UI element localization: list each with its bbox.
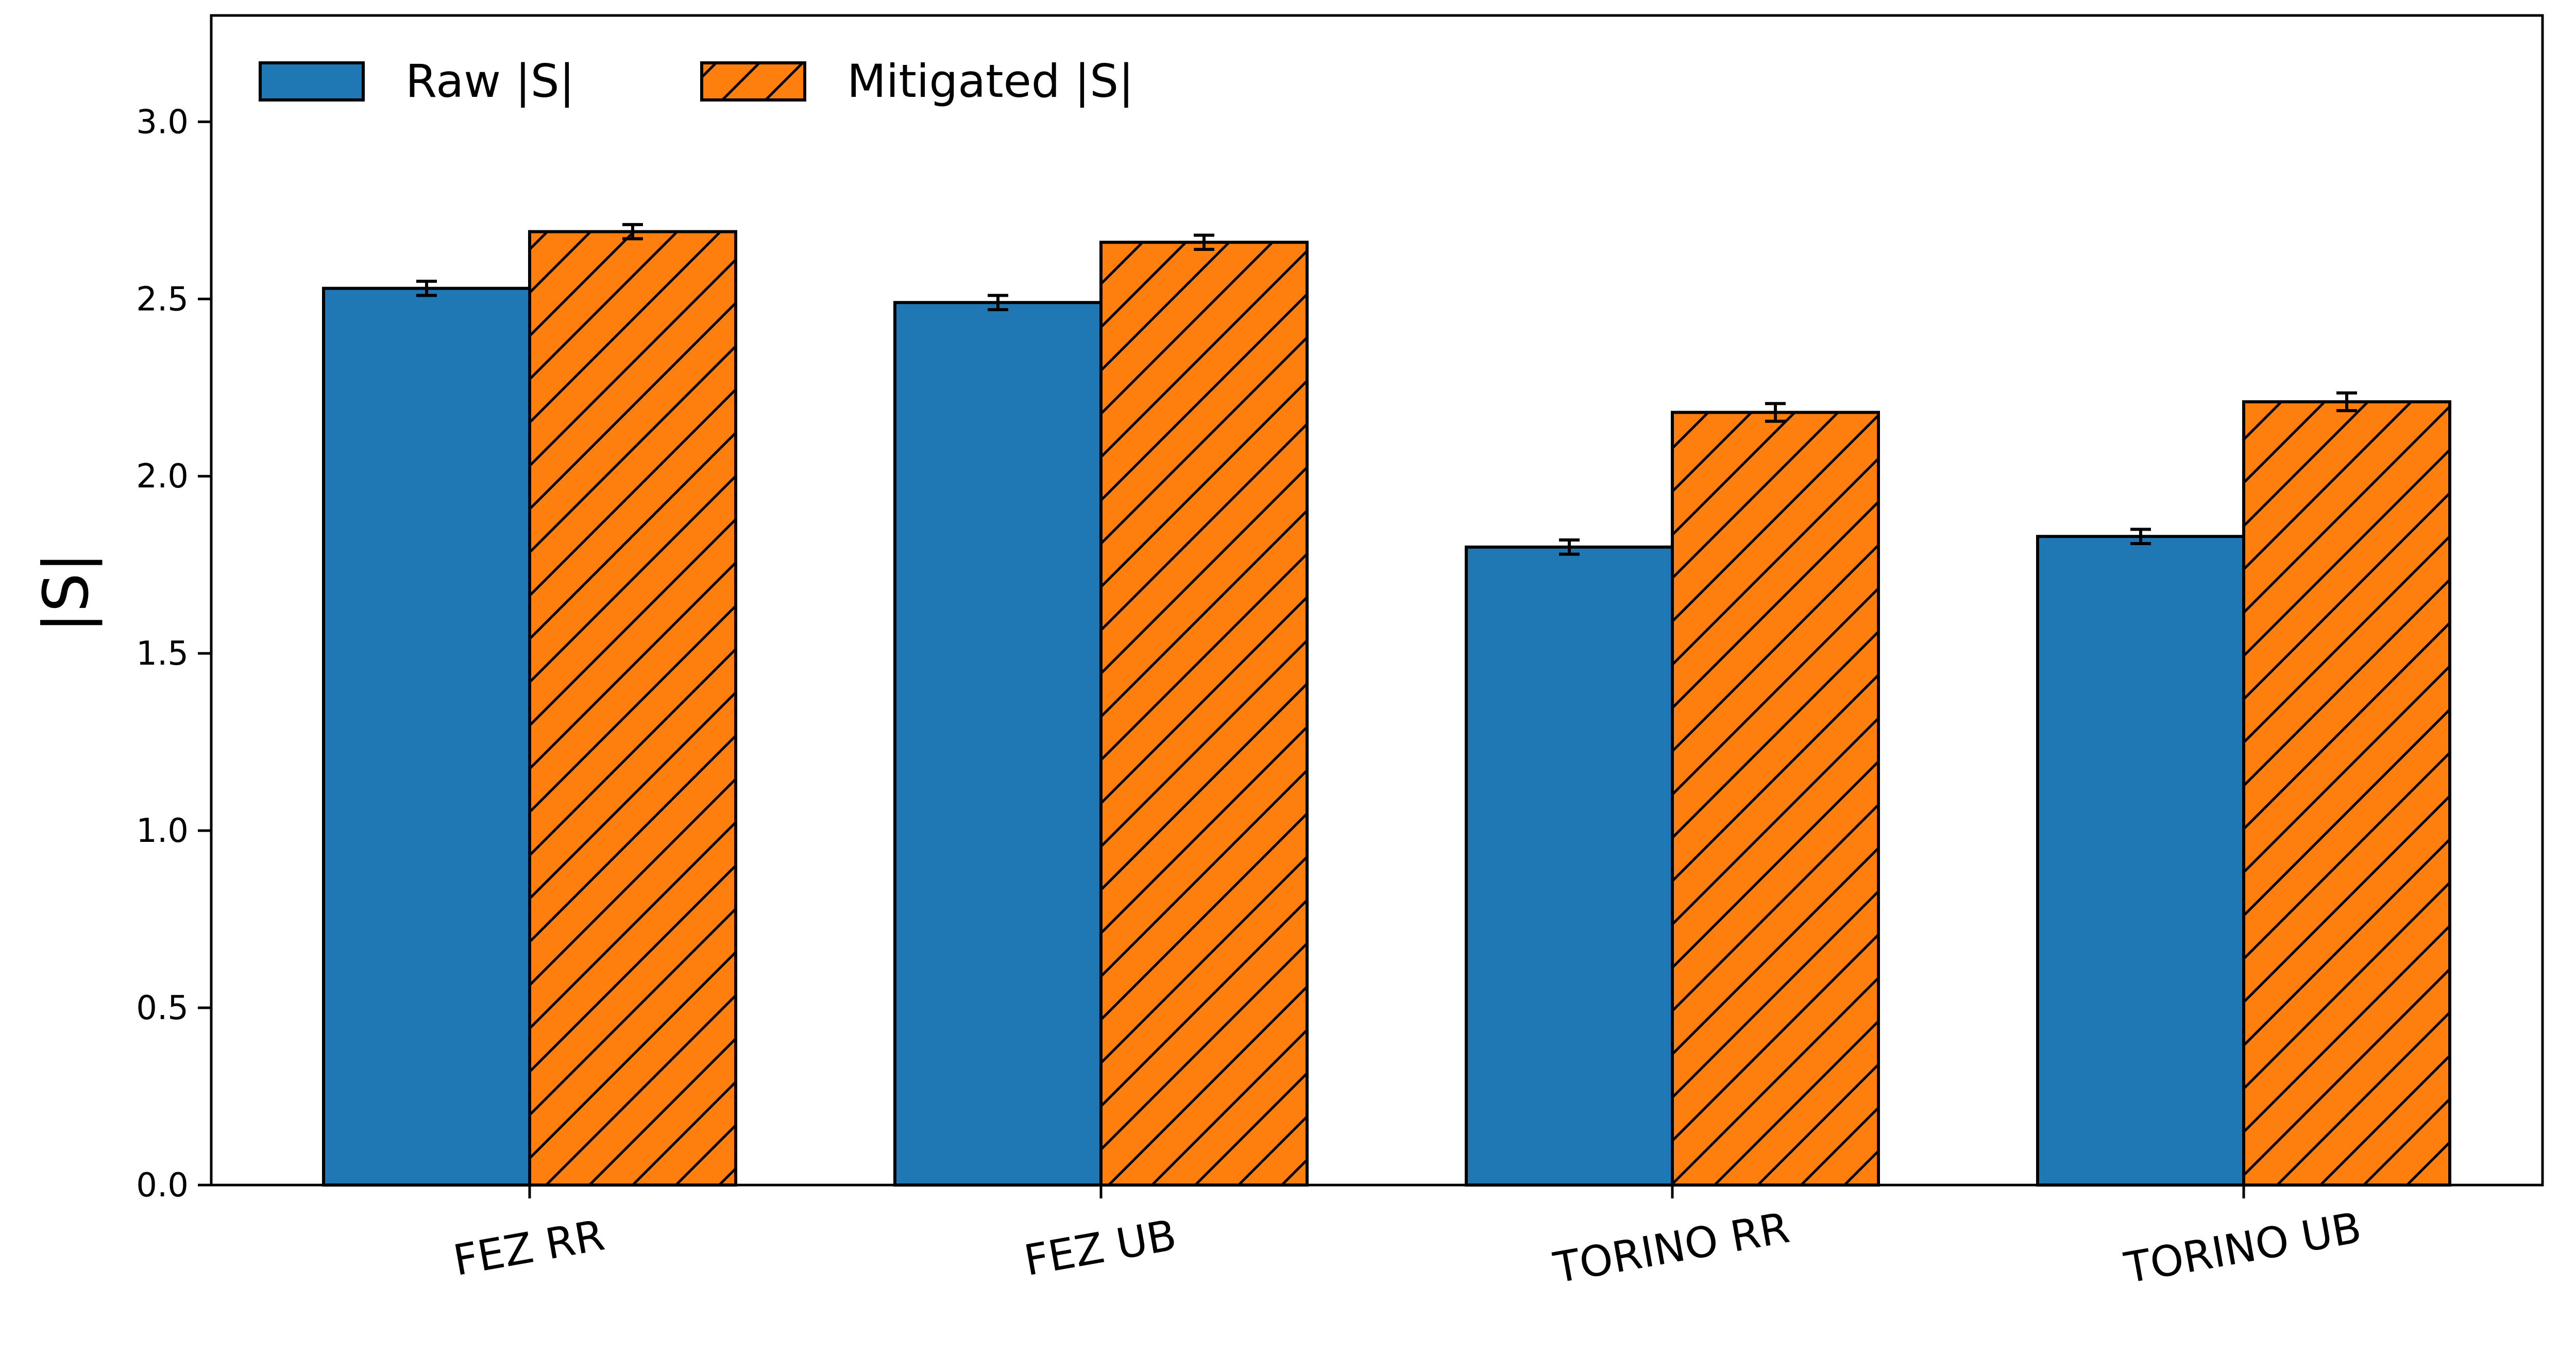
bar-raw (893, 301, 1103, 1187)
x-tick-label: TORINO UB (2121, 1204, 2365, 1293)
legend-label-mitigated: Mitigated |S| (847, 55, 1134, 108)
legend-swatch-mitigated (700, 61, 806, 102)
y-axis-label: |S| (31, 552, 103, 633)
x-tick-label: FEZ UB (1021, 1211, 1180, 1286)
bar-raw (2036, 535, 2245, 1187)
bar-raw (322, 286, 531, 1187)
x-tick-label: TORINO RR (1550, 1204, 1793, 1293)
bar-mitigated (2242, 400, 2451, 1187)
bar-raw (1465, 545, 1674, 1187)
x-tick-label: FEZ RR (450, 1211, 608, 1286)
y-tick-label: 0.5 (136, 989, 189, 1027)
plot-frame (210, 14, 2544, 1187)
y-tick-label: 3.0 (136, 103, 189, 141)
y-tick-label: 2.5 (136, 280, 189, 318)
y-tick-label: 1.5 (136, 635, 189, 673)
bar-mitigated (1099, 241, 1309, 1187)
legend-swatch-raw (259, 61, 365, 102)
y-tick-label: 1.0 (136, 812, 189, 850)
y-tick-label: 2.0 (136, 458, 189, 496)
legend-label-raw: Raw |S| (405, 55, 574, 108)
legend: Raw |S| Mitigated |S| (259, 55, 1134, 108)
bar-mitigated (528, 230, 737, 1187)
bar-mitigated (1671, 411, 1880, 1187)
y-tick-label: 0.0 (136, 1166, 189, 1205)
